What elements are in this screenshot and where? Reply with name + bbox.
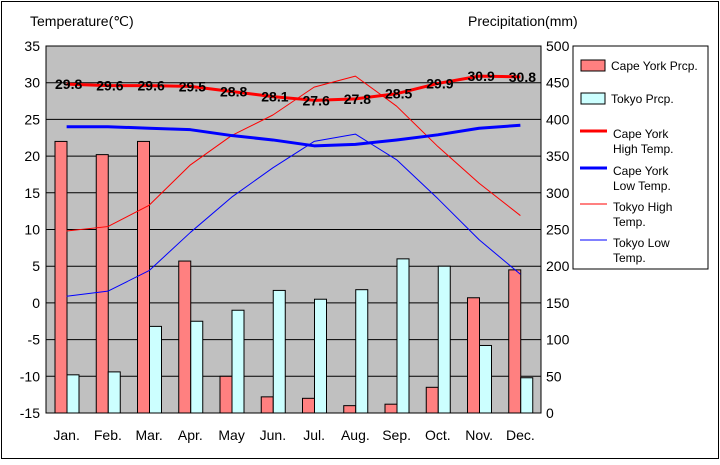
bar-tokyo-prcp <box>520 377 534 414</box>
x-tick-label: Oct. <box>425 427 451 443</box>
bar-tokyo-prcp <box>190 320 204 414</box>
bar-tokyo-prcp <box>314 298 327 414</box>
bar-tokyo-prcp <box>479 344 492 414</box>
data-label-cape-york-high: 28.5 <box>385 86 412 102</box>
y-left-tick-label: 10 <box>24 222 40 238</box>
bar-tokyo-prcp <box>231 309 245 414</box>
y-left-tick-label: -15 <box>20 405 40 421</box>
bar-cape-york-prcp <box>343 405 357 414</box>
bar-cape-york-prcp <box>137 140 150 414</box>
legend-label: Tokyo High <box>613 200 672 214</box>
data-label-cape-york-high: 28.8 <box>220 84 247 100</box>
x-tick-label: Nov. <box>465 427 493 443</box>
bar-cape-york-prcp <box>178 260 192 414</box>
data-label-cape-york-high: 27.6 <box>303 92 330 108</box>
line-tokyo-low-temp <box>66 133 521 297</box>
x-tick-label: Jul. <box>303 427 325 443</box>
bar-cape-york-prcp <box>54 140 68 414</box>
bar-tokyo-prcp <box>272 289 286 414</box>
y-left-tick-label: 15 <box>24 185 40 201</box>
legend-label: High Temp. <box>613 142 673 156</box>
y-right-tick-label: 0 <box>546 405 554 421</box>
y-left-tick-label: 5 <box>32 258 40 274</box>
data-label-cape-york-high: 29.9 <box>426 75 453 91</box>
y-left-tick-label: 0 <box>32 295 40 311</box>
y-right-tick-label: 200 <box>546 258 570 274</box>
x-tick-label: Sep. <box>382 427 411 443</box>
bar-cape-york-prcp <box>508 269 522 414</box>
bar-cape-york-prcp <box>260 396 274 414</box>
bar-cape-york-prcp <box>467 297 480 414</box>
bar-cape-york-prcp <box>95 154 109 414</box>
y-right-axis-label: Precipitation(mm) <box>468 13 578 29</box>
data-label-cape-york-high: 29.5 <box>179 78 206 94</box>
bar-cape-york-prcp <box>425 386 439 414</box>
bar-tokyo-prcp <box>149 325 162 414</box>
y-right-tick-label: 50 <box>546 368 562 384</box>
y-left-tick-label: -5 <box>28 332 41 348</box>
bar-cape-york-prcp <box>219 375 233 414</box>
x-tick-label: Mar. <box>136 427 163 443</box>
y-right-tick-label: 400 <box>546 111 570 127</box>
legend-label: Temp. <box>613 251 646 265</box>
x-tick-label: Feb. <box>94 427 122 443</box>
y-right-tick-label: 100 <box>546 332 570 348</box>
y-right-tick-label: 350 <box>546 148 570 164</box>
x-tick-label: Dec. <box>506 427 535 443</box>
x-tick-label: May <box>218 427 244 443</box>
plot-frame <box>45 45 542 414</box>
legend-label: Cape York Prcp. <box>611 59 698 73</box>
legend-swatch <box>580 59 606 72</box>
y-right-tick-label: 250 <box>546 222 570 238</box>
line-cape-york-low-temp <box>66 123 521 148</box>
y-left-tick-label: 25 <box>24 111 40 127</box>
x-tick-label: Apr. <box>178 427 203 443</box>
y-left-tick-label: 20 <box>24 148 40 164</box>
legend: Cape York Prcp.Tokyo Prcp.Cape YorkHigh … <box>572 45 709 270</box>
bar-tokyo-prcp <box>396 258 410 414</box>
y-left-tick-label: 30 <box>24 75 40 91</box>
data-label-cape-york-high: 29.6 <box>138 78 165 94</box>
bar-cape-york-prcp <box>384 403 398 414</box>
bar-cape-york-prcp <box>302 397 315 414</box>
y-left-axis-label: Temperature(℃) <box>30 13 134 29</box>
y-right-tick-label: 300 <box>546 185 570 201</box>
data-label-cape-york-high: 29.6 <box>96 78 123 94</box>
bar-tokyo-prcp <box>355 289 369 414</box>
y-left-tick-label: -10 <box>20 368 40 384</box>
legend-label: Cape York <box>613 164 669 178</box>
data-label-cape-york-high: 29.8 <box>55 76 82 92</box>
bar-tokyo-prcp <box>66 374 80 414</box>
legend-label: Tokyo Prcp. <box>611 92 674 106</box>
y-right-tick-label: 150 <box>546 295 570 311</box>
line-tokyo-high-temp <box>66 75 521 232</box>
legend-label: Tokyo Low <box>613 236 670 250</box>
legend-swatch <box>580 92 606 105</box>
x-tick-label: Aug. <box>341 427 370 443</box>
data-label-cape-york-high: 30.8 <box>509 69 536 85</box>
legend-label: Temp. <box>613 215 646 229</box>
y-left-tick-label: 35 <box>24 38 40 54</box>
y-right-tick-label: 500 <box>546 38 570 54</box>
bar-tokyo-prcp <box>437 265 451 414</box>
legend-label: Cape York <box>613 127 669 141</box>
data-label-cape-york-high: 27.8 <box>344 91 371 107</box>
y-right-tick-label: 450 <box>546 75 570 91</box>
x-tick-label: Jan. <box>53 427 79 443</box>
x-tick-label: Jun. <box>260 427 286 443</box>
data-label-cape-york-high: 30.9 <box>468 68 495 84</box>
legend-box <box>572 45 709 270</box>
bar-tokyo-prcp <box>107 371 121 414</box>
data-label-cape-york-high: 28.1 <box>261 89 288 105</box>
line-cape-york-high-temp <box>66 74 521 102</box>
legend-label: Low Temp. <box>613 179 671 193</box>
